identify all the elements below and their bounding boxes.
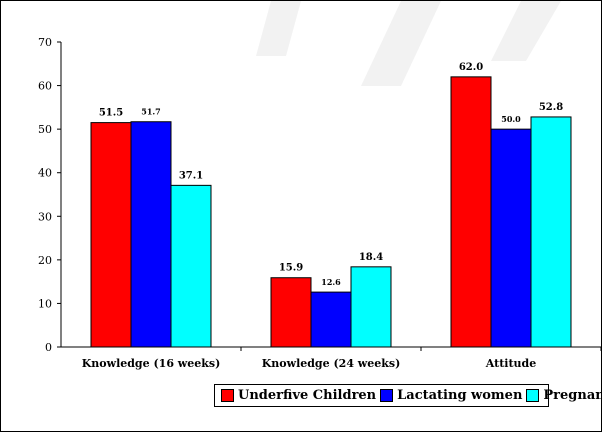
- bar: [170, 184, 212, 348]
- y-tick-label: 20: [38, 254, 52, 267]
- chart-legend: Underfive Children Lactating women Pregnan…: [214, 384, 601, 407]
- data-label: 12.6: [321, 277, 341, 287]
- data-label: 51.5: [99, 108, 123, 119]
- x-tick-label: Knowledge (16 weeks): [82, 357, 221, 370]
- y-tick-label: 10: [38, 297, 52, 310]
- legend-swatch: [221, 389, 234, 402]
- y-tick-label: 70: [38, 36, 52, 49]
- bar-chart: 0 10 20 30 40 50 60 70 Knowledge (16 weeks) Knowl…: [38, 36, 601, 370]
- x-tick-label: Knowledge (24 weeks): [262, 357, 401, 370]
- bar: [530, 116, 572, 348]
- legend-swatch: [526, 389, 540, 402]
- y-tick-label: 30: [38, 210, 52, 223]
- bar: [90, 122, 132, 348]
- y-tick-label: 0: [45, 341, 52, 354]
- bar: [490, 128, 532, 348]
- data-label: 51.7: [141, 107, 160, 117]
- x-tick-label: Attitude: [485, 357, 536, 370]
- data-label: 18.4: [359, 252, 383, 263]
- legend-item: Pregnant women: [526, 388, 601, 403]
- bar: [310, 291, 352, 348]
- bar: [130, 121, 172, 348]
- bar: [450, 76, 492, 348]
- legend-label: Underfive Children: [238, 388, 377, 403]
- y-tick-label: 50: [38, 123, 52, 136]
- data-label: 62.0: [459, 62, 483, 73]
- legend-label: Lactating women: [397, 388, 523, 403]
- y-tick-label: 60: [38, 80, 52, 93]
- data-label: 52.8: [539, 102, 563, 113]
- legend-swatch: [380, 389, 394, 402]
- data-label: 15.9: [279, 263, 303, 274]
- legend-item: Lactating women: [380, 388, 522, 403]
- y-tick-label: 40: [38, 167, 52, 180]
- data-label: 50.0: [501, 114, 521, 124]
- legend-item: Underfive Children: [221, 388, 376, 403]
- bar: [270, 277, 312, 348]
- bar: [350, 266, 392, 348]
- legend-label: Pregnant women: [543, 388, 601, 403]
- data-label: 37.1: [179, 170, 203, 181]
